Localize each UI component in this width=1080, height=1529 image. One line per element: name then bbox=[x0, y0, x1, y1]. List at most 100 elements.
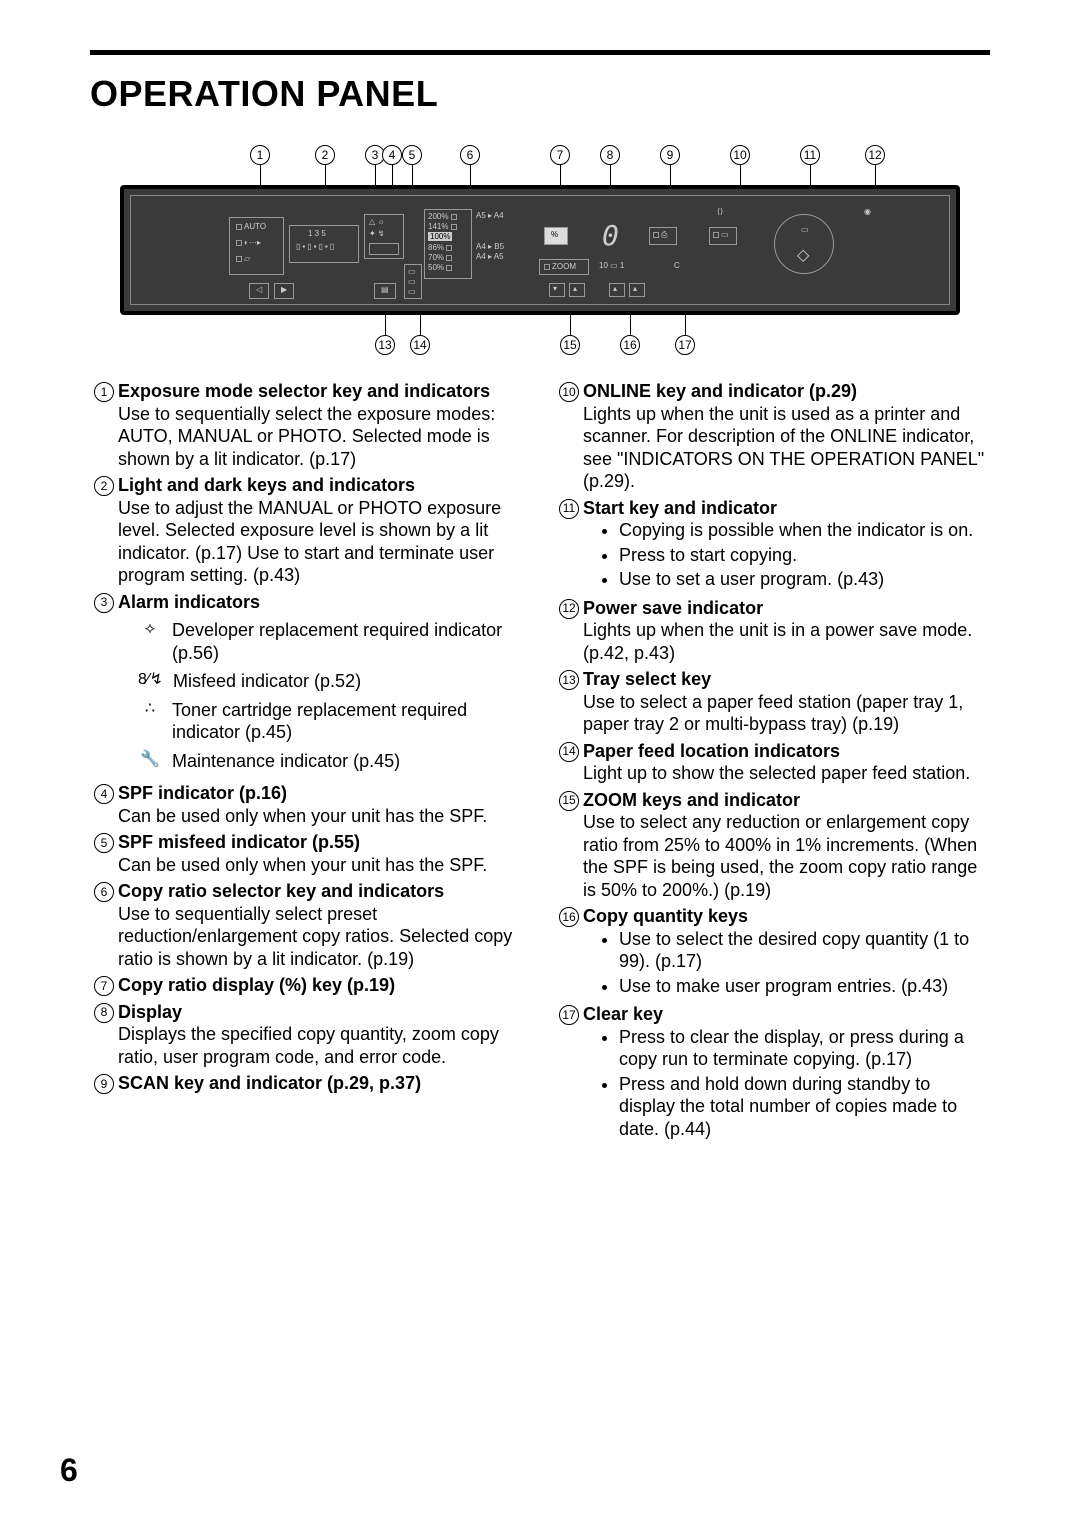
alarm-icon: ∴ bbox=[138, 699, 162, 719]
item-number: 10 bbox=[559, 382, 579, 402]
item-desc: Can be used only when your unit has the … bbox=[118, 805, 525, 828]
item-4: 4SPF indicator (p.16)Can be used only wh… bbox=[90, 782, 525, 827]
item-title: Power save indicator bbox=[583, 597, 990, 620]
item-10: 10ONLINE key and indicator (p.29)Lights … bbox=[555, 380, 990, 493]
callout-14: 14 bbox=[410, 335, 430, 355]
item-13: 13Tray select keyUse to select a paper f… bbox=[555, 668, 990, 736]
page-number: 6 bbox=[60, 1452, 78, 1489]
alarm-sub: 8⁄↯ Misfeed indicator (p.52) bbox=[138, 670, 525, 693]
operation-panel-graphic: AUTO ◐⋯▸ ▱ 1 3 5 ▯▪▯▪▯▪▯ ◁ ▶ △ ☼ ✦ ↯ ▤ ▭… bbox=[120, 185, 960, 315]
item-title: SPF indicator (p.16) bbox=[118, 782, 525, 805]
callout-8: 8 bbox=[600, 145, 620, 165]
callout-1: 1 bbox=[250, 145, 270, 165]
callout-10: 10 bbox=[730, 145, 750, 165]
item-number: 14 bbox=[559, 742, 579, 762]
item-title: Clear key bbox=[583, 1003, 990, 1026]
callout-9: 9 bbox=[660, 145, 680, 165]
item-1: 1Exposure mode selector key and indicato… bbox=[90, 380, 525, 470]
zoom-label: ZOOM bbox=[552, 262, 576, 271]
item-title: Tray select key bbox=[583, 668, 990, 691]
item-desc: Lights up when the unit is in a power sa… bbox=[583, 619, 990, 664]
bullet: Press to start copying. bbox=[619, 544, 990, 567]
bullet: Press and hold down during standby to di… bbox=[619, 1073, 990, 1141]
clear-label: C bbox=[674, 261, 680, 270]
item-desc: Use to sequentially select preset reduct… bbox=[118, 903, 525, 971]
item-title: Paper feed location indicators bbox=[583, 740, 990, 763]
item-title: Copy quantity keys bbox=[583, 905, 990, 928]
percent-key: % bbox=[551, 230, 558, 239]
left-column: 1Exposure mode selector key and indicato… bbox=[90, 380, 525, 1146]
auto-label: AUTO bbox=[244, 222, 266, 231]
description-columns: 1Exposure mode selector key and indicato… bbox=[90, 380, 990, 1146]
alarm-sub: ∴ Toner cartridge replacement required in… bbox=[138, 699, 525, 744]
callout-6: 6 bbox=[460, 145, 480, 165]
item-desc: Light up to show the selected paper feed… bbox=[583, 762, 990, 785]
alarm-text: Maintenance indicator (p.45) bbox=[172, 750, 525, 773]
item-6: 6Copy ratio selector key and indicatorsU… bbox=[90, 880, 525, 970]
item-number: 17 bbox=[559, 1005, 579, 1025]
item-5: 5SPF misfeed indicator (p.55)Can be used… bbox=[90, 831, 525, 876]
display-digit: 0 bbox=[602, 219, 619, 252]
item-number: 11 bbox=[559, 499, 579, 519]
item-number: 2 bbox=[94, 476, 114, 496]
alarm-text: Toner cartridge replacement required ind… bbox=[172, 699, 525, 744]
item-8: 8DisplayDisplays the specified copy quan… bbox=[90, 1001, 525, 1069]
item-12: 12Power save indicatorLights up when the… bbox=[555, 597, 990, 665]
page-title: OPERATION PANEL bbox=[90, 73, 990, 115]
alarm-sub: 🔧 Maintenance indicator (p.45) bbox=[138, 750, 525, 773]
item-number: 1 bbox=[94, 382, 114, 402]
item-title: SPF misfeed indicator (p.55) bbox=[118, 831, 525, 854]
item-bullets: Copying is possible when the indicator i… bbox=[619, 519, 990, 591]
item-16: 16Copy quantity keysUse to select the de… bbox=[555, 905, 990, 999]
callout-4: 4 bbox=[382, 145, 402, 165]
item-bullets: Use to select the desired copy quantity … bbox=[619, 928, 990, 998]
item-number: 6 bbox=[94, 882, 114, 902]
item-14: 14Paper feed location indicatorsLight up… bbox=[555, 740, 990, 785]
item-3: 3Alarm indicators⟡Developer replacement … bbox=[90, 591, 525, 779]
alarm-icon: 🔧 bbox=[138, 750, 162, 770]
item-number: 7 bbox=[94, 976, 114, 996]
bullet: Copying is possible when the indicator i… bbox=[619, 519, 990, 542]
item-title: Display bbox=[118, 1001, 525, 1024]
item-title: ZOOM keys and indicator bbox=[583, 789, 990, 812]
alarm-icon: 8⁄↯ bbox=[138, 670, 163, 690]
alarm-text: Misfeed indicator (p.52) bbox=[173, 670, 525, 693]
callout-7: 7 bbox=[550, 145, 570, 165]
scale-nums: 1 3 5 bbox=[308, 229, 326, 238]
callout-2: 2 bbox=[315, 145, 335, 165]
callout-5: 5 bbox=[402, 145, 422, 165]
item-number: 3 bbox=[94, 593, 114, 613]
item-desc: Use to select a paper feed station (pape… bbox=[583, 691, 990, 736]
bullet: Press to clear the display, or press dur… bbox=[619, 1026, 990, 1071]
item-desc: Displays the specified copy quantity, zo… bbox=[118, 1023, 525, 1068]
item-title: Start key and indicator bbox=[583, 497, 990, 520]
item-title: ONLINE key and indicator (p.29) bbox=[583, 380, 990, 403]
bullet: Use to select the desired copy quantity … bbox=[619, 928, 990, 973]
item-number: 12 bbox=[559, 599, 579, 619]
callout-12: 12 bbox=[865, 145, 885, 165]
bullet: Use to set a user program. (p.43) bbox=[619, 568, 990, 591]
item-desc: Can be used only when your unit has the … bbox=[118, 854, 525, 877]
item-title: Light and dark keys and indicators bbox=[118, 474, 525, 497]
callout-13: 13 bbox=[375, 335, 395, 355]
item-title: Copy ratio selector key and indicators bbox=[118, 880, 525, 903]
callout-15: 15 bbox=[560, 335, 580, 355]
item-7: 7Copy ratio display (%) key (p.19) bbox=[90, 974, 525, 997]
item-title: Alarm indicators bbox=[118, 591, 525, 614]
item-number: 4 bbox=[94, 784, 114, 804]
alarm-text: Developer replacement required indicator… bbox=[172, 619, 525, 664]
item-title: SCAN key and indicator (p.29, p.37) bbox=[118, 1072, 525, 1095]
item-11: 11Start key and indicatorCopying is poss… bbox=[555, 497, 990, 593]
item-number: 16 bbox=[559, 907, 579, 927]
item-9: 9SCAN key and indicator (p.29, p.37) bbox=[90, 1072, 525, 1095]
item-number: 5 bbox=[94, 833, 114, 853]
item-15: 15ZOOM keys and indicatorUse to select a… bbox=[555, 789, 990, 902]
item-title: Copy ratio display (%) key (p.19) bbox=[118, 974, 525, 997]
item-number: 13 bbox=[559, 670, 579, 690]
item-desc: Use to sequentially select the exposure … bbox=[118, 403, 525, 471]
top-rule bbox=[90, 50, 990, 55]
item-desc: Use to adjust the MANUAL or PHOTO exposu… bbox=[118, 497, 525, 587]
item-bullets: Press to clear the display, or press dur… bbox=[619, 1026, 990, 1141]
item-title: Exposure mode selector key and indicator… bbox=[118, 380, 525, 403]
item-number: 9 bbox=[94, 1074, 114, 1094]
